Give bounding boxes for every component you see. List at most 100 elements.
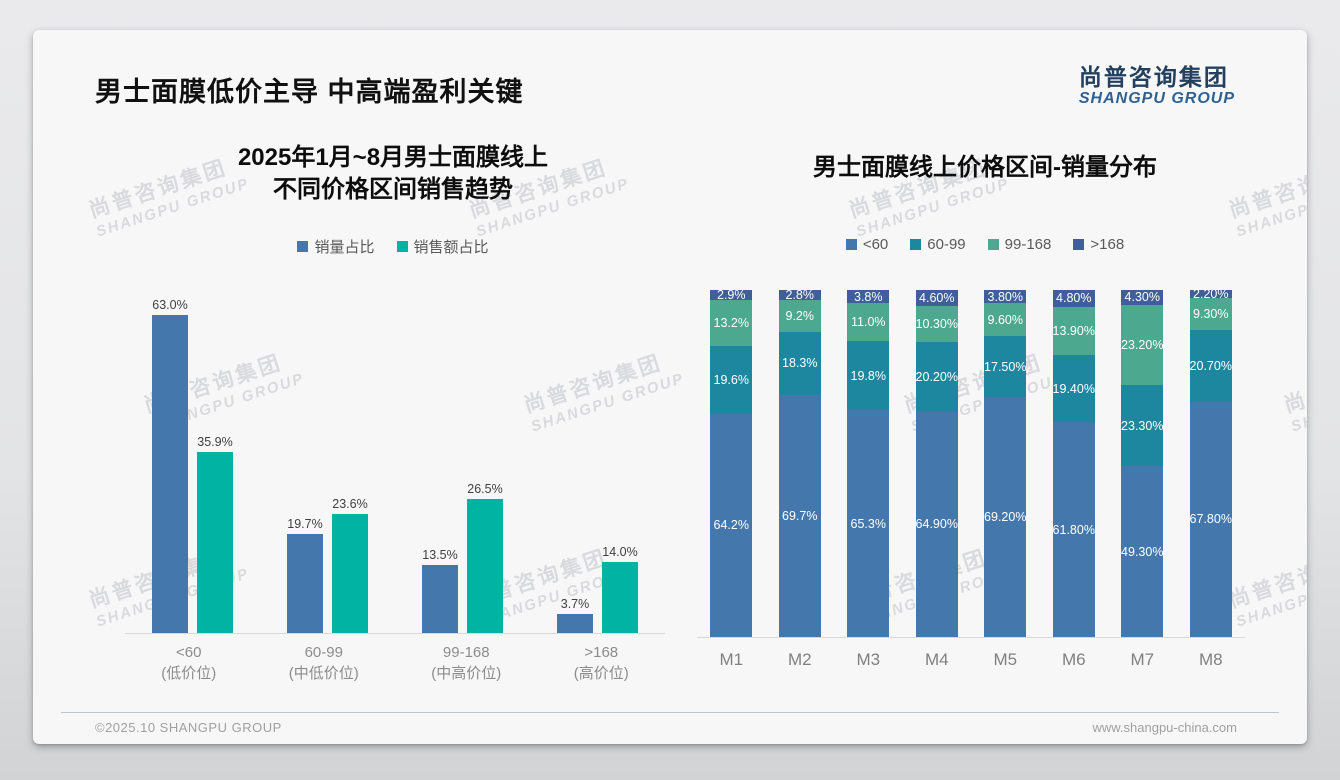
segment-value-label: 3.8%: [854, 289, 883, 304]
footer-website: www.shangpu-china.com: [1092, 720, 1237, 735]
segment-value-label: 19.40%: [1052, 381, 1095, 396]
company-logo: 尚普咨询集团 SHANGPU GROUP: [1079, 58, 1235, 108]
segment-value-label: 20.20%: [915, 369, 958, 384]
bar-销售额占比: 26.5%: [467, 482, 503, 633]
right-chart-plot: 2.9% 13.2% 19.6% 64.2% 2.8% 9.2% 18.3% 69.7% 3.8…: [697, 286, 1245, 638]
stacked-bar: 2.8% 9.2% 18.3% 69.7%: [778, 287, 821, 637]
page-title: 男士面膜低价主导 中高端盈利关键: [95, 77, 524, 107]
right-chart-legend: <60 60-99 99-168 >168: [695, 236, 1275, 253]
x-axis-label: M2: [787, 650, 812, 669]
segment-value-label: 61.80%: [1052, 522, 1095, 537]
segment-<60: 64.2%: [710, 413, 753, 637]
x-axis-label: >168 (高价位): [573, 644, 629, 682]
logo-english-name: SHANGPU GROUP: [1078, 90, 1235, 107]
bar-value-label: 14.0%: [602, 545, 638, 560]
segment-value-label: 10.30%: [915, 316, 958, 331]
segment-60-99: 20.70%: [1190, 329, 1232, 402]
right-chart-title: 男士面膜线上价格区间-销量分布: [695, 152, 1275, 184]
legend-label: 99-168: [1004, 236, 1052, 253]
bar-value-label: 35.9%: [197, 434, 233, 449]
segment-99-168: 10.30%: [915, 305, 958, 342]
segment-value-label: 23.20%: [1121, 338, 1164, 353]
segment->168: 3.80%: [984, 289, 1027, 304]
x-axis-label: M4: [924, 650, 949, 669]
segment-value-label: 69.7%: [782, 509, 818, 524]
bar-销量占比: 13.5%: [422, 548, 458, 633]
segment-value-label: 4.30%: [1124, 290, 1160, 305]
segment->168: 3.8%: [847, 289, 890, 304]
segment-value-label: 9.30%: [1193, 306, 1229, 321]
legend-item: 99-168: [987, 236, 1052, 253]
legend-swatch: [845, 239, 857, 250]
segment-<60: 64.90%: [915, 411, 958, 637]
x-axis-label: <60 (低价位): [161, 644, 217, 682]
segment-value-label: 18.3%: [782, 356, 818, 371]
segment-60-99: 19.40%: [1052, 354, 1095, 423]
segment-value-label: 2.9%: [717, 288, 746, 303]
x-axis-label: M6: [1061, 650, 1086, 669]
segment-value-label: 49.30%: [1121, 544, 1164, 559]
stacked-bar: 2.20% 9.30% 20.70% 67.80%: [1189, 286, 1232, 637]
slide-card: 尚普咨询集团 SHANGPU GROUP 尚普咨询集团 SHANGPU GROUP 尚普…: [33, 30, 1307, 744]
legend-label: 60-99: [927, 236, 966, 253]
legend-item: <60: [845, 236, 889, 253]
logo-chinese-name: 尚普咨询集团: [1078, 64, 1229, 90]
legend-label: >168: [1090, 236, 1125, 253]
segment->168: 2.20%: [1189, 286, 1232, 301]
segment-value-label: 9.2%: [785, 308, 815, 323]
segment-<60: 49.30%: [1121, 466, 1163, 637]
left-chart-plot: 63.0% 35.9% 19.7% 23.6% 13.5% 26.5% 3.7% 14.0%: [125, 274, 665, 634]
bar-value-label: 19.7%: [287, 516, 323, 531]
segment-99-168: 9.60%: [984, 303, 1027, 337]
segment-99-168: 23.20%: [1121, 304, 1164, 386]
segment-value-label: 17.50%: [984, 359, 1027, 374]
segment-value-label: 67.80%: [1189, 512, 1232, 527]
segment-99-168: 13.2%: [710, 300, 753, 346]
segment-99-168: 13.90%: [1053, 306, 1095, 355]
chart-title-line: 2025年1月~8月男士面膜线上: [237, 144, 549, 171]
segment-value-label: 65.3%: [850, 516, 886, 531]
segment-value-label: 64.2%: [713, 518, 749, 533]
segment-60-99: 19.6%: [710, 345, 753, 414]
stacked-bar: 2.9% 13.2% 19.6% 64.2%: [710, 288, 753, 637]
segment-<60: 65.3%: [847, 410, 890, 637]
bar-value-label: 26.5%: [467, 482, 503, 497]
stacked-bar: 3.8% 11.0% 19.8% 65.3%: [847, 289, 890, 637]
bar-销售额占比: 14.0%: [602, 545, 638, 633]
bar-销售额占比: 23.6%: [332, 497, 368, 633]
chart-title-line: 不同价格区间销售趋势: [273, 176, 513, 204]
legend-swatch: [297, 241, 309, 252]
segment-60-99: 20.20%: [915, 341, 958, 412]
legend-item: >168: [1073, 236, 1124, 253]
segment-99-168: 11.0%: [847, 303, 890, 342]
segment-value-label: 2.20%: [1193, 286, 1229, 301]
x-axis-label: M1: [719, 650, 744, 669]
segment-value-label: 3.80%: [987, 289, 1023, 304]
legend-item: 销售额占比: [396, 236, 489, 257]
legend-swatch: [987, 239, 999, 250]
x-axis-label: M8: [1198, 650, 1223, 669]
x-axis-label: M3: [856, 650, 881, 669]
right-chart-x-axis: M1 M2 M3 M4 M5 M6 M7 M8: [697, 648, 1245, 672]
segment-value-label: 64.90%: [915, 517, 958, 532]
left-chart-title: 2025年1月~8月男士面膜线上 不同价格区间销售趋势: [123, 142, 663, 207]
bar-销量占比: 3.7%: [557, 597, 593, 633]
bar-销售额占比: 35.9%: [197, 435, 233, 633]
bar-group: 63.0% 35.9%: [152, 274, 233, 633]
legend-label: <60: [862, 236, 889, 253]
x-axis-label: 99-168 (中高价位): [431, 644, 502, 682]
segment->168: 4.30%: [1121, 290, 1164, 305]
segment->168: 2.8%: [778, 287, 821, 302]
segment-value-label: 4.80%: [1056, 291, 1092, 306]
stacked-bar: 4.60% 10.30% 20.20% 64.90%: [916, 290, 958, 637]
segment-value-label: 13.2%: [713, 315, 749, 330]
segment-value-label: 2.8%: [785, 287, 815, 302]
segment-value-label: 19.8%: [850, 368, 886, 383]
bar-value-label: 23.6%: [332, 496, 368, 511]
segment->168: 4.80%: [1052, 290, 1095, 307]
legend-item: 销量占比: [297, 236, 375, 257]
bar-销量占比: 63.0%: [152, 298, 188, 633]
x-axis-label: M7: [1130, 650, 1155, 669]
legend-label: 销售额占比: [413, 239, 489, 256]
bar-value-label: 63.0%: [152, 297, 188, 312]
